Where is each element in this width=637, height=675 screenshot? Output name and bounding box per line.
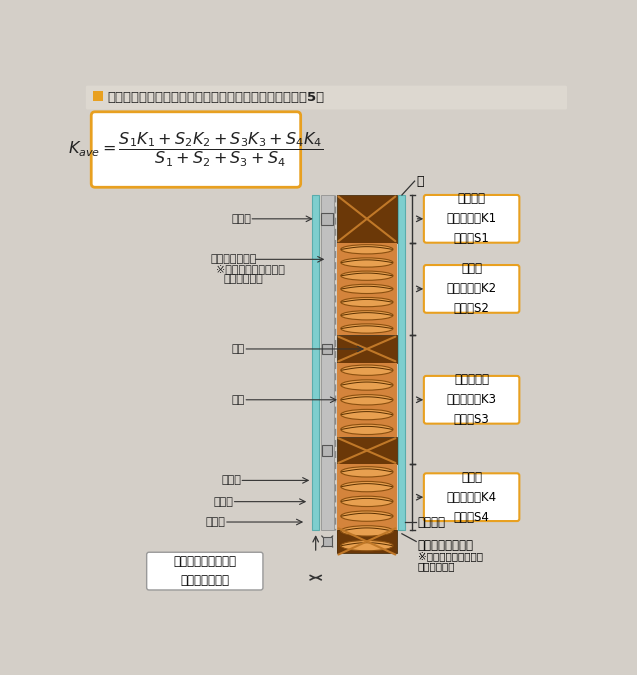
Ellipse shape [341,410,393,420]
FancyBboxPatch shape [424,195,519,243]
Bar [322,446,333,456]
Text: 一般部
熱貫流率　K4
面積　S4: 一般部 熱貫流率 K4 面積 S4 [447,470,497,524]
Ellipse shape [341,481,393,492]
Ellipse shape [341,298,393,306]
Ellipse shape [341,395,393,405]
Ellipse shape [341,271,393,280]
Text: 一般部
熱貫流率　K2
面積　S2: 一般部 熱貫流率 K2 面積 S2 [447,263,497,315]
FancyBboxPatch shape [424,265,519,313]
Bar [323,537,332,546]
Text: 断面構造が一様ではない外壁での熱貫流率の求め方（図5）: 断面構造が一様ではない外壁での熱貫流率の求め方（図5） [108,91,324,104]
Bar [320,195,334,530]
Ellipse shape [341,365,393,375]
Ellipse shape [341,244,393,254]
Ellipse shape [341,496,393,506]
Bar [337,437,397,464]
Text: ※フィルムの熱抵抗は: ※フィルムの熱抵抗は [216,265,285,274]
Bar [322,213,333,225]
Ellipse shape [341,526,393,536]
Bar [337,530,397,553]
Text: 防湿気密フィルム: 防湿気密フィルム [418,539,474,552]
Ellipse shape [341,424,393,435]
Text: 考慮しません: 考慮しません [224,273,264,284]
Bar [322,344,333,354]
Text: 考慮しません: 考慮しません [418,561,455,570]
Text: 通気層: 通気層 [206,517,226,527]
FancyBboxPatch shape [147,552,263,590]
FancyBboxPatch shape [424,473,519,521]
Text: 外壁材: 外壁材 [213,497,234,507]
Ellipse shape [341,380,393,390]
Bar [337,243,397,335]
Text: $K_{ave} = \dfrac{S_1K_1 + S_2K_2 + S_3K_3 + S_4K_4}{S_1 + S_2 + S_3 + S_4}$: $K_{ave} = \dfrac{S_1K_1 + S_2K_2 + S_3K… [68,130,323,169]
Text: 透湿防水シート: 透湿防水シート [211,254,257,265]
Ellipse shape [341,258,393,267]
Text: 仕上げ材: 仕上げ材 [418,516,446,529]
Text: 柱の部分
熱貫流率　K1
面積　S1: 柱の部分 熱貫流率 K1 面積 S1 [447,192,497,245]
Bar [337,363,397,437]
Text: 間柱の部分
熱貫流率　K3
面積　S3: 間柱の部分 熱貫流率 K3 面積 S3 [447,373,497,427]
Text: 断熱材: 断熱材 [231,214,251,224]
Text: ※フィルムの熱抵抗は: ※フィルムの熱抵抗は [418,551,483,562]
Ellipse shape [341,284,393,294]
Bar [337,195,397,243]
Ellipse shape [341,310,393,320]
Ellipse shape [341,324,393,333]
Bar [93,91,103,101]
Text: 外装材: 外装材 [222,475,241,485]
FancyBboxPatch shape [91,112,301,187]
Bar [337,335,397,363]
Ellipse shape [341,541,393,551]
Bar [312,195,319,530]
Bar [399,195,405,530]
Text: 柱: 柱 [416,175,424,188]
Text: この部分の熱抵抗は
考慮しません。: この部分の熱抵抗は 考慮しません。 [173,555,236,587]
Text: 胴縁: 胴縁 [231,395,245,405]
Bar [337,464,397,553]
Ellipse shape [341,511,393,521]
Ellipse shape [341,466,393,477]
FancyBboxPatch shape [86,86,567,109]
Text: 間柱: 間柱 [231,344,245,354]
FancyBboxPatch shape [424,376,519,424]
